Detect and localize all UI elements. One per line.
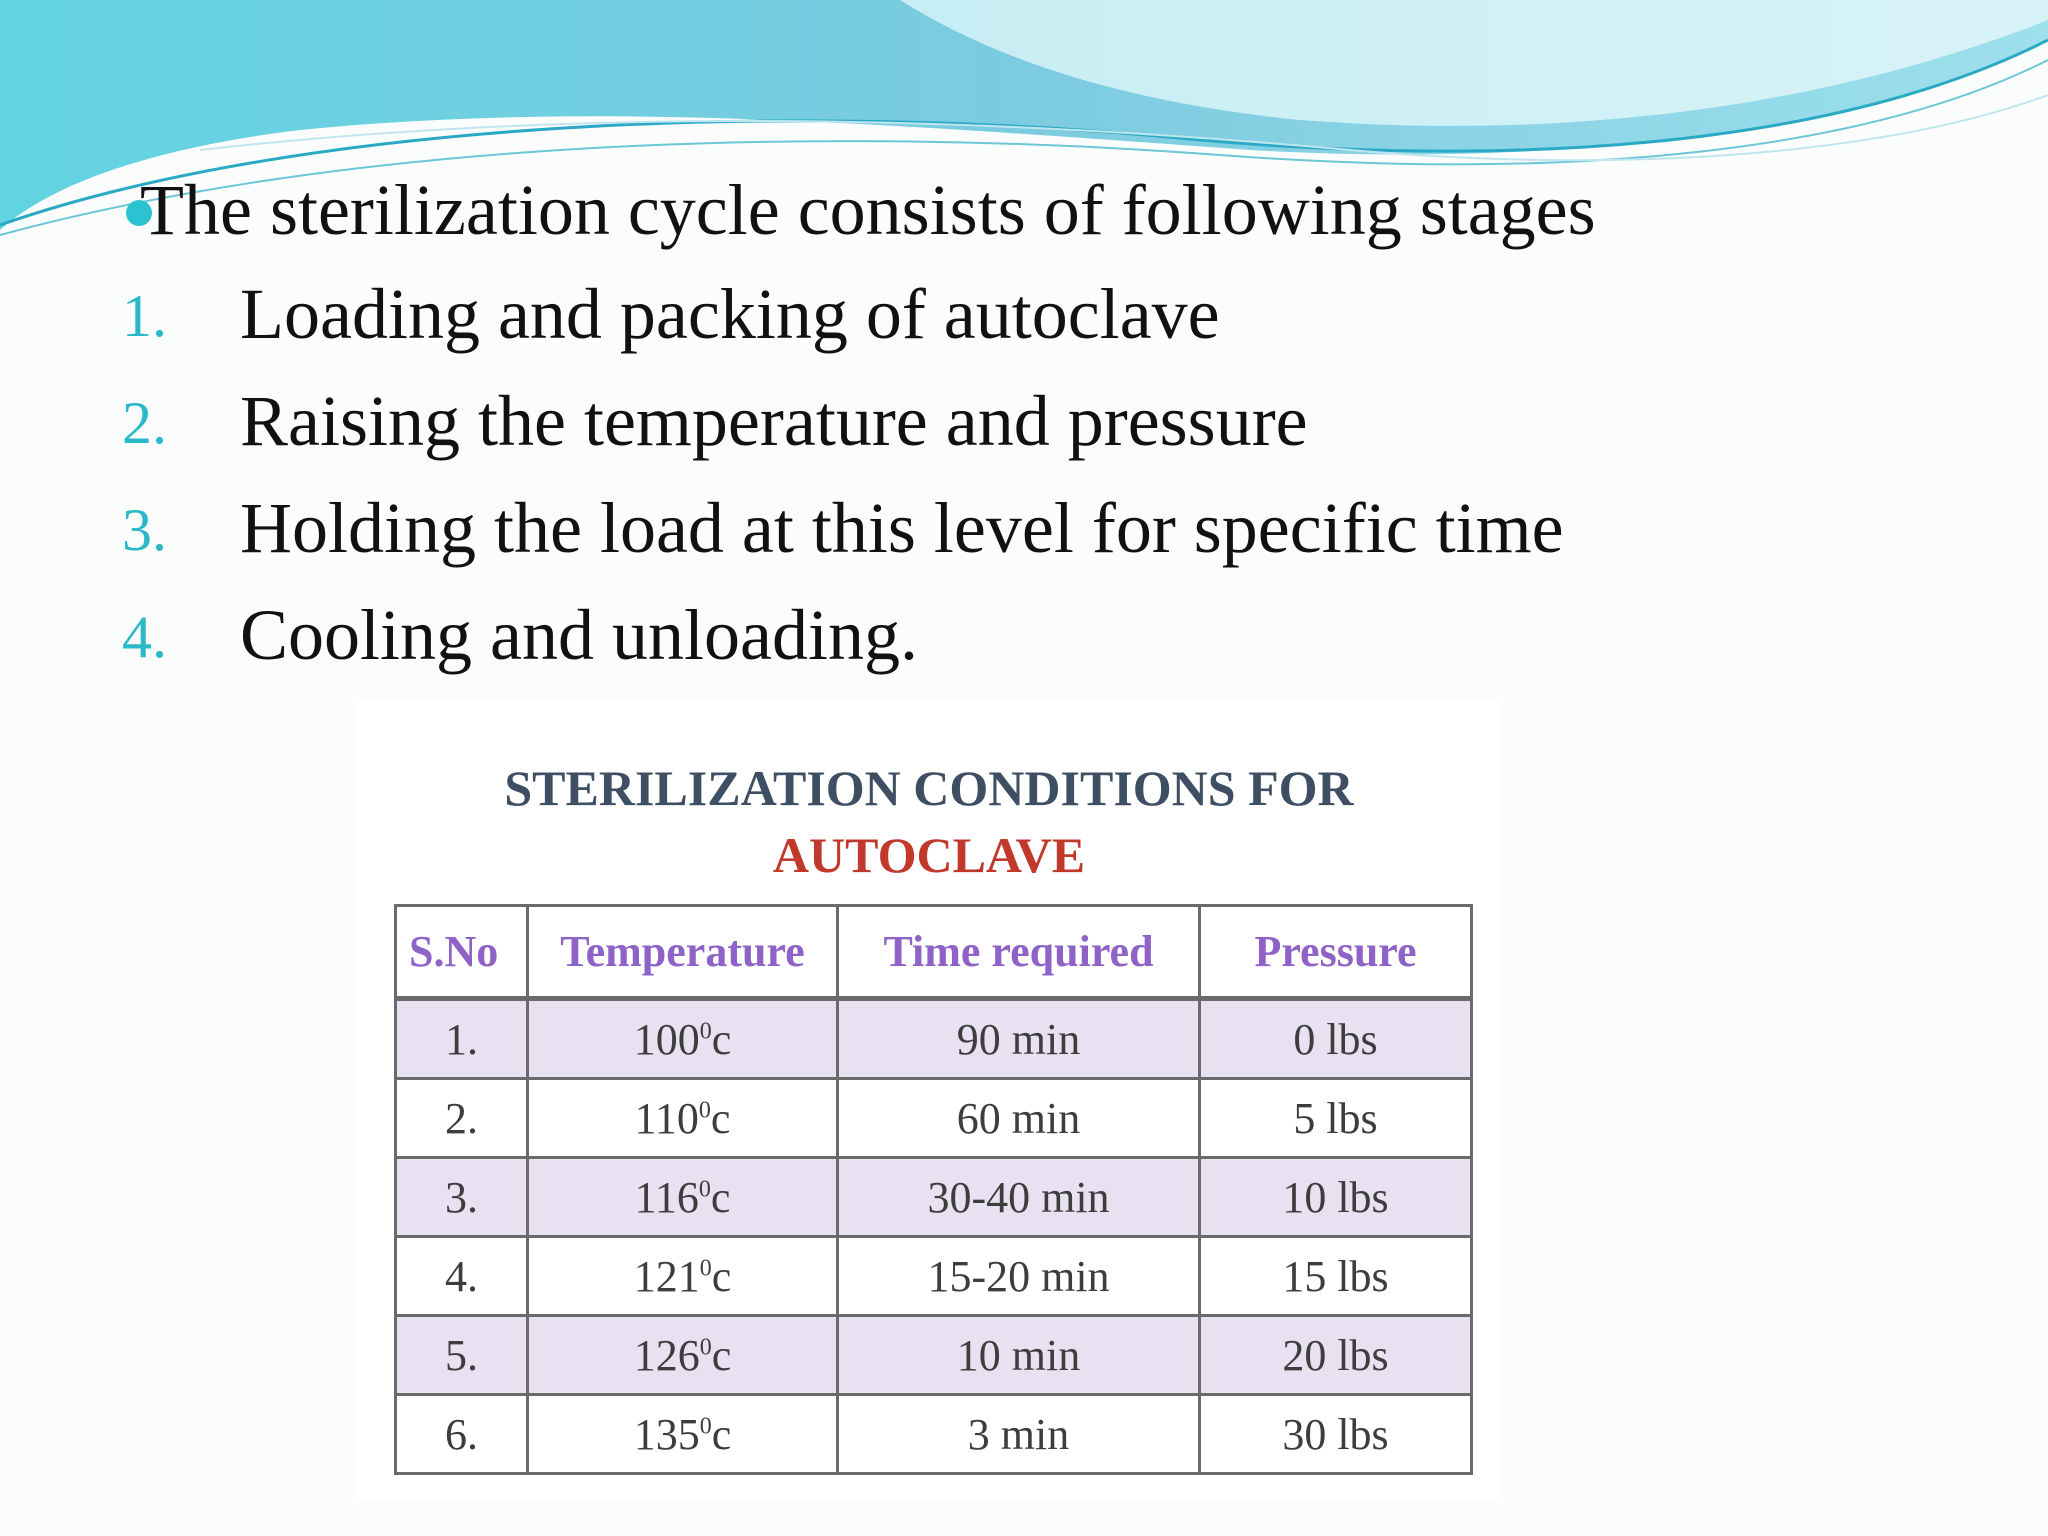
cell-temperature: 1000c — [526, 997, 839, 1080]
table-row: 3. 1160c 30-40 min 10 lbs — [394, 1156, 1473, 1238]
header-sno: S.No — [394, 904, 529, 1001]
table-row: 2. 1100c 60 min 5 lbs — [394, 1077, 1473, 1159]
sterilization-table-figure: STERILIZATION CONDITIONS FOR AUTOCLAVE S… — [358, 700, 1500, 1500]
stage-text: Cooling and unloading. — [240, 595, 918, 675]
cell-time: 30-40 min — [836, 1156, 1201, 1238]
stage-number: 1. — [122, 283, 167, 349]
cell-temperature: 1210c — [526, 1235, 839, 1317]
table-row: 4. 1210c 15-20 min 15 lbs — [394, 1235, 1473, 1317]
table-title-line2: AUTOCLAVE — [772, 827, 1086, 883]
stage-text: Holding the load at this level for speci… — [240, 488, 1564, 568]
stage-number: 4. — [122, 604, 167, 670]
cell-pressure: 30 lbs — [1198, 1393, 1473, 1475]
cell-temperature: 1350c — [526, 1393, 839, 1475]
cell-pressure: 20 lbs — [1198, 1314, 1473, 1396]
table-row: 1. 1000c 90 min 0 lbs — [394, 997, 1473, 1080]
stage-text: Raising the temperature and pressure — [240, 381, 1308, 461]
table-header-row: S.No Temperature Time required Pressure — [394, 904, 1473, 1001]
cell-pressure: 0 lbs — [1198, 997, 1473, 1080]
cell-pressure: 10 lbs — [1198, 1156, 1473, 1238]
cell-time: 10 min — [836, 1314, 1201, 1396]
cell-pressure: 5 lbs — [1198, 1077, 1473, 1159]
cell-pressure: 15 lbs — [1198, 1235, 1473, 1317]
table-title-line1: STERILIZATION CONDITIONS FOR — [504, 760, 1354, 816]
header-wave-decoration — [0, 0, 2048, 240]
cell-sno: 4. — [394, 1235, 529, 1317]
intro-bullet: The sterilization cycle consists of foll… — [126, 168, 1596, 252]
cell-temperature: 1100c — [526, 1077, 839, 1159]
intro-text: The sterilization cycle consists of foll… — [140, 170, 1596, 250]
cell-sno: 2. — [394, 1077, 529, 1159]
header-temperature: Temperature — [526, 904, 839, 1001]
table-row: 6. 1350c 3 min 30 lbs — [394, 1393, 1473, 1475]
stage-number: 3. — [122, 497, 167, 563]
header-time-required: Time required — [836, 904, 1201, 1001]
cell-time: 3 min — [836, 1393, 1201, 1475]
bullet-dot-icon — [126, 200, 152, 226]
cell-time: 15-20 min — [836, 1235, 1201, 1317]
stage-number: 2. — [122, 390, 167, 456]
cell-temperature: 1160c — [526, 1156, 839, 1238]
cell-sno: 1. — [394, 997, 529, 1080]
table-row: 5. 1260c 10 min 20 lbs — [394, 1314, 1473, 1396]
stage-text: Loading and packing of autoclave — [240, 274, 1220, 354]
cell-sno: 3. — [394, 1156, 529, 1238]
cell-sno: 6. — [394, 1393, 529, 1475]
cell-time: 60 min — [836, 1077, 1201, 1159]
cell-sno: 5. — [394, 1314, 529, 1396]
cell-temperature: 1260c — [526, 1314, 839, 1396]
header-pressure: Pressure — [1198, 904, 1473, 1001]
conditions-table: S.No Temperature Time required Pressure … — [394, 904, 1473, 1475]
cell-time: 90 min — [836, 997, 1201, 1080]
